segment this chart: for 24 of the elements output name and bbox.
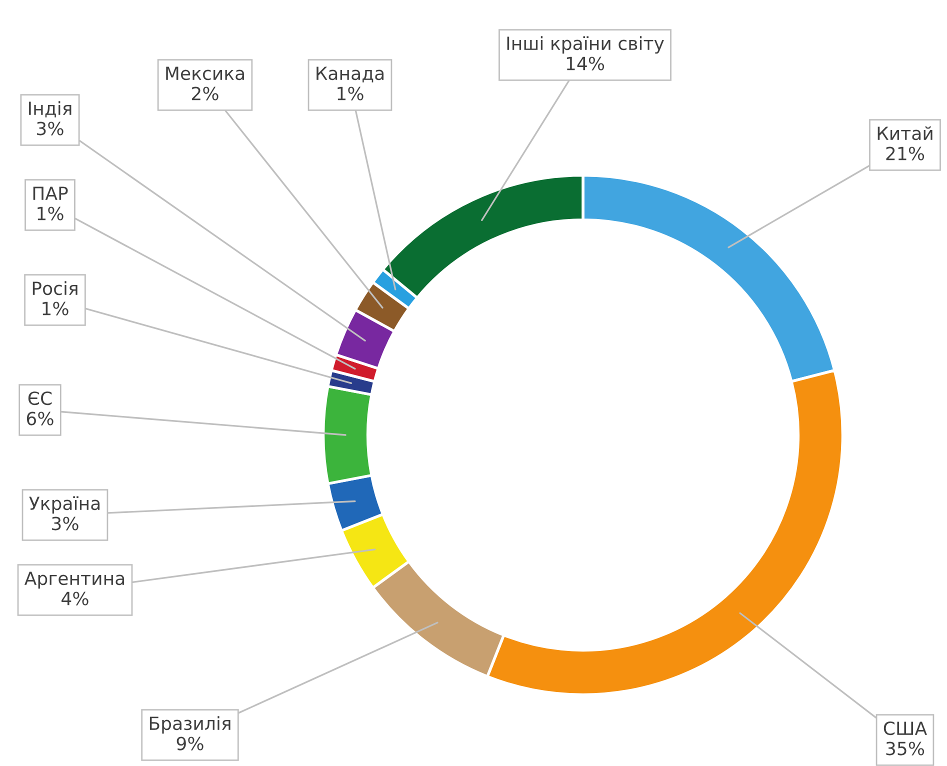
slice-label: Бразилія: [150, 716, 230, 734]
slice-label: Інші країни світу: [507, 36, 664, 54]
slice-label: Китай: [878, 126, 932, 140]
slice-label: Аргентина: [24, 572, 124, 589]
data-label: 1%: [338, 86, 364, 100]
data-label: 35%: [886, 742, 924, 756]
slice-label: Росія: [32, 281, 78, 296]
data-label: 9%: [176, 736, 204, 750]
data-label: 3%: [52, 516, 78, 530]
data-label: 21%: [886, 146, 924, 160]
slice-label: Мексика: [166, 66, 244, 80]
data-label: 3%: [37, 122, 64, 136]
slice-label: Україна: [29, 496, 100, 514]
slice-label: ПАР: [33, 186, 68, 200]
slice-label: США: [884, 721, 927, 736]
slice-label: ЄС: [28, 391, 52, 406]
slice-label: Індія: [29, 101, 72, 118]
data-label: 4%: [62, 592, 88, 606]
slice-label: Канада: [316, 66, 384, 82]
data-label: 2%: [192, 86, 218, 100]
data-label: 1%: [42, 302, 68, 316]
data-label: 1%: [38, 206, 64, 220]
data-label: 14%: [566, 56, 604, 70]
data-label: 6%: [26, 412, 54, 426]
